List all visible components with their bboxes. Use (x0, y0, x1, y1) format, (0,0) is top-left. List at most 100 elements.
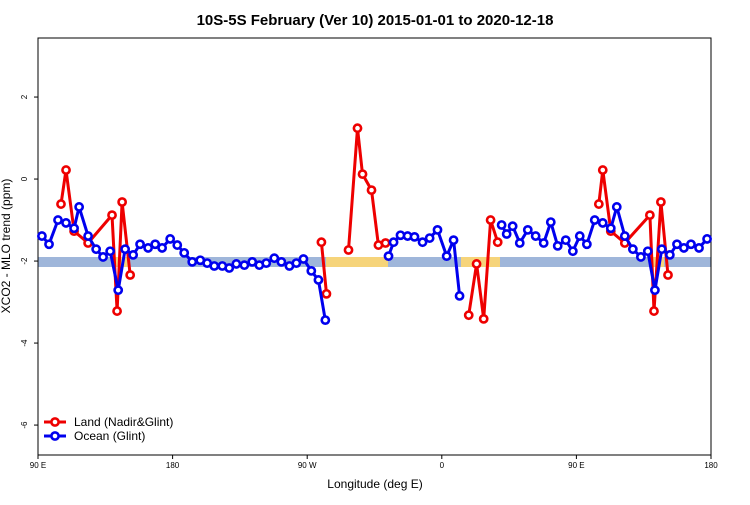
data-point (644, 210, 655, 221)
data-point (522, 224, 533, 235)
data-point (507, 221, 518, 232)
data-point (597, 165, 608, 175)
y-tick-label: 2 (20, 94, 29, 99)
data-point (605, 223, 616, 234)
data-point (298, 254, 309, 264)
data-point (530, 231, 541, 241)
data-point (574, 231, 585, 241)
data-point (187, 256, 198, 267)
data-point (471, 259, 482, 269)
data-point (694, 243, 704, 253)
data-point (642, 246, 653, 257)
land-mask (38, 257, 711, 267)
y-tick-label: -2 (20, 257, 29, 265)
data-point (619, 231, 630, 241)
data-point (650, 285, 660, 296)
data-point (686, 239, 696, 250)
land-strip (114, 257, 128, 267)
data-point (463, 310, 474, 321)
x-tick-label: 90 E (568, 461, 584, 470)
data-point (165, 234, 176, 244)
data-point (239, 260, 250, 271)
data-point (172, 240, 183, 250)
data-point (69, 223, 79, 234)
data-point (352, 123, 363, 134)
data-point (478, 313, 489, 324)
data-point (113, 285, 124, 296)
data-point (291, 258, 302, 269)
data-point (702, 234, 712, 244)
legend-marker (50, 431, 60, 441)
data-point (105, 246, 116, 257)
data-point (128, 250, 139, 260)
legend: Land (Nadir&Glint)Ocean (Glint) (44, 415, 173, 443)
data-point (383, 251, 394, 262)
data-point (409, 231, 420, 242)
y-axis-title: XCO2 - MLO trend (ppm) (0, 179, 13, 314)
data-point (649, 306, 659, 316)
data-point (316, 237, 327, 248)
data-point (581, 239, 592, 250)
data-point (74, 202, 85, 212)
data-point (589, 215, 600, 225)
x-axis-title: Longitude (deg E) (327, 477, 422, 491)
data-point (441, 251, 452, 262)
y-tick-label: -6 (20, 421, 29, 429)
chart-title: 10S-5S February (Ver 10) 2015-01-01 to 2… (197, 12, 554, 29)
data-point (61, 218, 71, 228)
data-point (313, 275, 324, 285)
data-point (663, 270, 673, 280)
land-strip (326, 257, 388, 267)
data-point (552, 240, 563, 251)
data-point (627, 244, 638, 255)
data-point (53, 215, 63, 225)
data-point (107, 210, 117, 221)
data-point (125, 270, 136, 280)
data-point (593, 199, 604, 209)
x-tick-label: 90 W (298, 461, 317, 470)
data-point (117, 197, 128, 207)
data-point (514, 238, 525, 248)
data-point (276, 256, 287, 267)
legend-label: Ocean (Glint) (74, 429, 145, 443)
data-point (678, 243, 689, 253)
data-point (496, 220, 507, 230)
data-point (231, 259, 242, 269)
data-point (485, 215, 496, 225)
data-point (655, 197, 666, 207)
data-point (448, 235, 459, 246)
data-point (61, 165, 71, 175)
data-point (635, 252, 646, 262)
data-point (611, 202, 622, 212)
plot-frame (37, 37, 712, 456)
data-point (454, 291, 465, 301)
data-point (538, 238, 549, 248)
data-point (672, 239, 682, 250)
data-point (664, 250, 675, 260)
legend-label: Land (Nadir&Glint) (74, 415, 173, 429)
data-point (366, 185, 377, 196)
data-point (357, 169, 368, 180)
data-point (269, 253, 280, 264)
data-point (560, 235, 571, 246)
data-point (44, 239, 54, 250)
data-point (209, 261, 220, 271)
data-point (388, 237, 399, 248)
data-point (321, 288, 332, 299)
data-point (380, 238, 391, 248)
data-point (224, 263, 235, 273)
data-point (432, 224, 443, 235)
data-point (135, 239, 145, 250)
x-tick-label: 180 (704, 461, 718, 470)
data-point (656, 244, 667, 255)
x-tick-label: 90 E (30, 461, 46, 470)
data-point (83, 231, 94, 241)
legend-marker (50, 417, 60, 427)
data-point (597, 218, 608, 228)
data-point (112, 306, 122, 316)
data-point (501, 229, 512, 239)
data-point (179, 247, 190, 258)
x-tick-label: 180 (166, 461, 180, 470)
data-point (98, 252, 108, 262)
